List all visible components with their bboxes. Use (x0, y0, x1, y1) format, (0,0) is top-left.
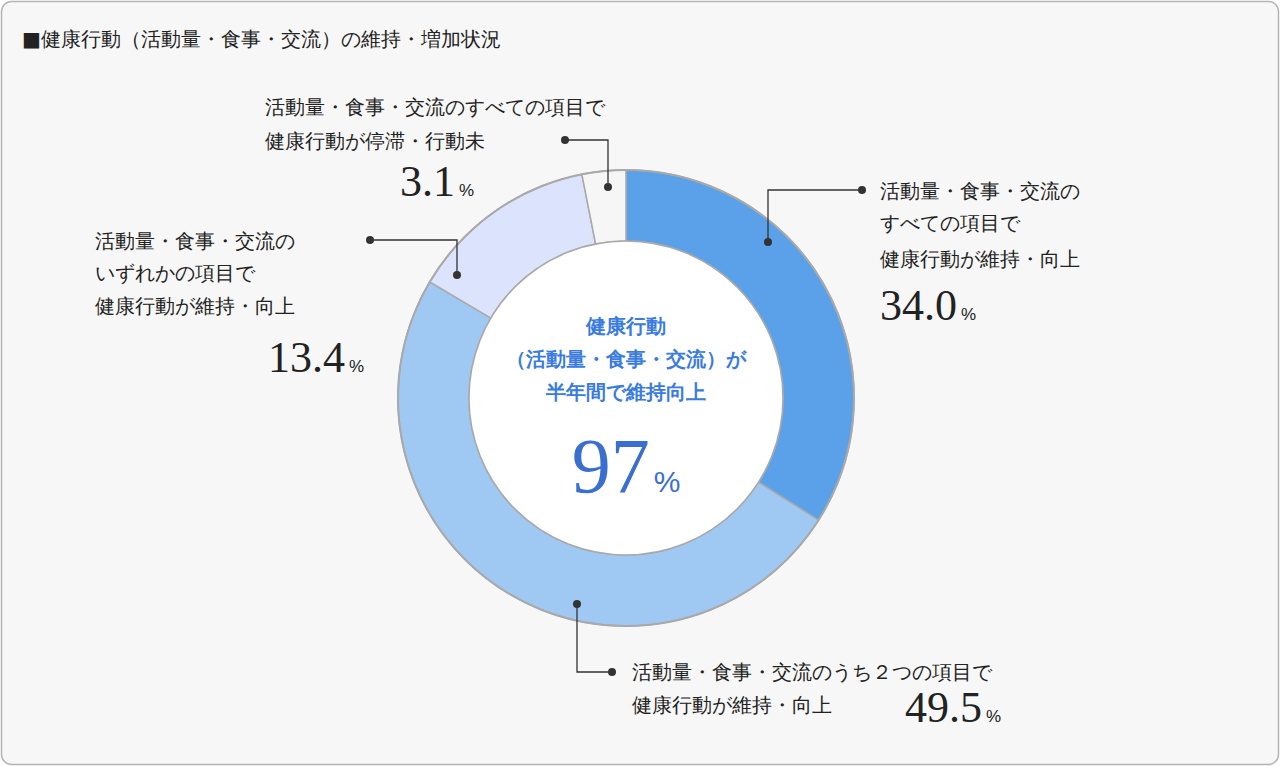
center-value-unit: % (654, 465, 681, 498)
category-label-line: 健康行動が維持・向上 (95, 294, 295, 318)
background (2, 2, 1279, 765)
chart-svg: ■健康行動（活動量・食事・交流）の維持・増加状況健康行動 （活動量・食事・交流）が… (0, 0, 1280, 766)
leader-dot (604, 183, 612, 191)
category-label-line: 活動量・食事・交流のうち２つの項目で (632, 660, 993, 684)
category-label: 活動量・食事・交流のすべての項目で健康行動が停滞・行動未 (265, 95, 606, 153)
slice (582, 170, 626, 244)
value-label: 34.0% (880, 281, 976, 330)
slices (398, 170, 854, 626)
center-value: 97% (572, 422, 681, 509)
value-label-unit: % (986, 707, 1001, 726)
category-label-line: 健康行動が維持・向上 (632, 693, 832, 717)
ring-outline (398, 170, 854, 626)
category-label-line: すべての項目で (880, 211, 1021, 235)
leader-line (565, 140, 608, 187)
value-label-unit: % (459, 181, 474, 200)
category-label-line: 活動量・食事・交流のすべての項目で (265, 95, 606, 119)
title: ■健康行動（活動量・食事・交流）の維持・増加状況 (22, 27, 501, 51)
value-label: 13.4% (268, 333, 364, 382)
category-label: 活動量・食事・交流のいずれかの項目で健康行動が維持・向上 (95, 229, 295, 318)
leader-dot (764, 238, 772, 246)
category-label-line: 活動量・食事・交流の (95, 229, 295, 253)
category-label-line: 健康行動が維持・向上 (880, 247, 1080, 271)
value-label-number: 3.1 (400, 157, 455, 206)
category-label-line: 健康行動が停滞・行動未 (265, 129, 485, 153)
category-label-line: いずれかの項目で (95, 261, 256, 285)
leader-dot (561, 136, 569, 144)
value-label-unit: % (961, 305, 976, 324)
leader-dot (573, 600, 581, 608)
leader-dot (366, 236, 374, 244)
chart-root: ■健康行動（活動量・食事・交流）の維持・増加状況健康行動 （活動量・食事・交流）が… (0, 0, 1280, 766)
leader-dot (858, 186, 866, 194)
value-label: 3.1% (400, 157, 474, 206)
value-label-number: 13.4 (268, 333, 345, 382)
leader-line (768, 190, 862, 242)
leader-line (577, 604, 612, 672)
center-text: （活動量・食事・交流）が (506, 347, 747, 371)
leader-line (370, 240, 457, 275)
value-label-unit: % (349, 357, 364, 376)
center-text: 半年間で維持向上 (545, 380, 706, 404)
value-label-number: 49.5 (905, 683, 982, 732)
center-hole (469, 241, 783, 555)
leader-dot (453, 271, 461, 279)
center-value-number: 97 (572, 422, 650, 509)
value-label-number: 34.0 (880, 281, 957, 330)
category-label-line: 活動量・食事・交流の (880, 179, 1080, 203)
category-label: 活動量・食事・交流のすべての項目で健康行動が維持・向上 (880, 179, 1080, 271)
center-text: 健康行動 (585, 314, 666, 338)
value-label: 49.5% (905, 683, 1001, 732)
leader-dot (608, 668, 616, 676)
